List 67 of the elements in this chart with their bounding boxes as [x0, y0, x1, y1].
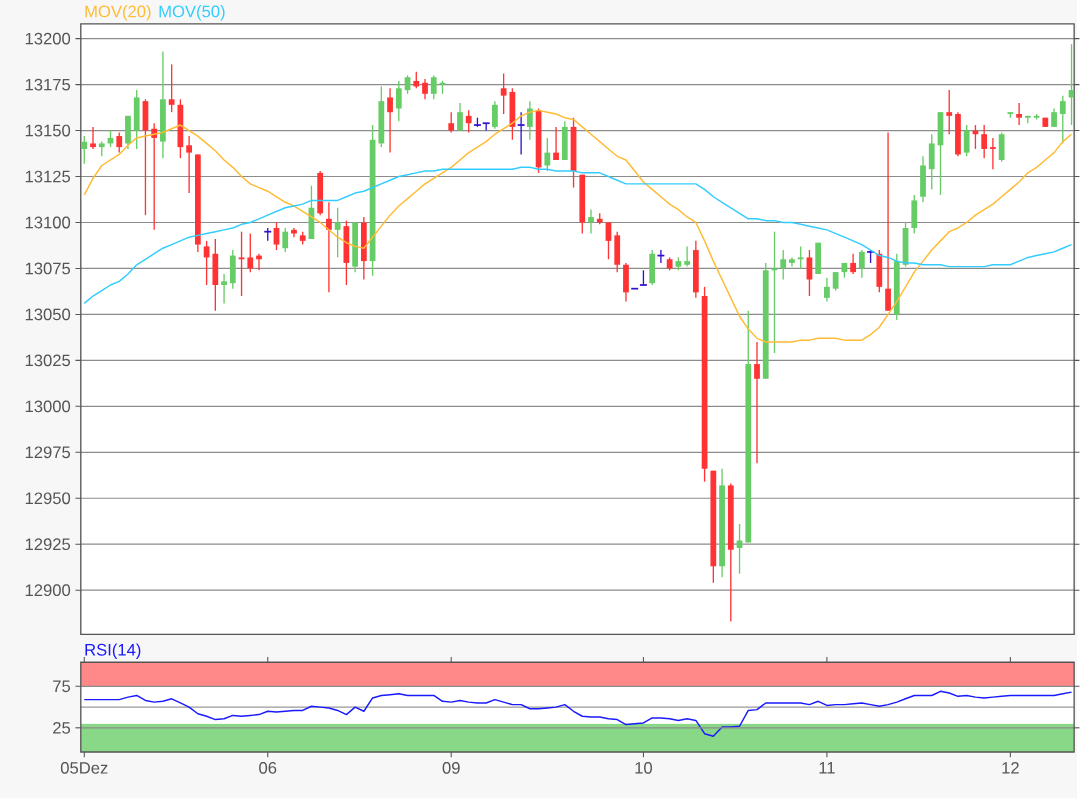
- y-tick-label: 75: [53, 680, 71, 693]
- text: RSI(14): [85, 643, 141, 659]
- y-tick-label: 12925: [25, 538, 71, 551]
- y-tick-label: 12900: [25, 584, 71, 597]
- y-tick-label: 13175: [25, 78, 71, 91]
- candlestick: [326, 201, 332, 294]
- y-tick-label: 13025: [25, 354, 71, 367]
- candlestick: [526, 100, 533, 141]
- text: MOV(20): [85, 5, 151, 21]
- y-tick-label: 13075: [25, 262, 71, 275]
- candlestick: [544, 137, 551, 172]
- candlestick: [116, 131, 123, 154]
- candlestick: [90, 126, 96, 150]
- candlestick: [186, 135, 193, 194]
- candlestick: [238, 231, 245, 297]
- candlestick: [824, 277, 830, 303]
- y-tick-label: 13050: [25, 308, 71, 321]
- y-tick-label: 13200: [25, 32, 71, 45]
- candlestick: [334, 207, 341, 259]
- candlestick: [754, 341, 760, 465]
- candlestick: [500, 72, 507, 115]
- text: MOV(50): [159, 5, 225, 21]
- candlestick: [168, 63, 175, 113]
- x-tick-label: 11: [819, 762, 835, 774]
- candlestick: [981, 124, 988, 159]
- x-tick-label: 06: [259, 762, 277, 774]
- candlestick: [605, 221, 612, 260]
- candlestick: [247, 232, 254, 273]
- candlestick: [858, 249, 865, 279]
- candlestick: [387, 87, 393, 154]
- candlestick: [684, 245, 690, 268]
- x-tick-label: 05Dez: [60, 762, 108, 774]
- y-tick-label: 13125: [25, 170, 71, 183]
- candlestick: [448, 111, 455, 134]
- candlestick: [465, 109, 472, 134]
- candlestick: [990, 137, 996, 170]
- candlestick: [963, 124, 970, 158]
- candlestick: [850, 253, 856, 275]
- candlestick: [789, 256, 795, 268]
- candlestick: [946, 89, 953, 135]
- candlestick: [492, 100, 498, 130]
- candlestick: [771, 231, 778, 354]
- candlestick: [282, 227, 289, 253]
- candlestick: [1051, 107, 1057, 128]
- candlestick: [430, 74, 437, 101]
- candlestick: [422, 78, 428, 101]
- y-tick-label: 13100: [25, 216, 71, 229]
- y-tick-label: 13000: [25, 400, 71, 413]
- candlestick: [1024, 115, 1031, 124]
- x-tick-label: 10: [635, 762, 653, 774]
- candlestick: [885, 131, 891, 312]
- candlestick: [221, 273, 227, 305]
- candlestick: [588, 209, 594, 235]
- candlestick: [457, 102, 463, 132]
- x-tick-label: 09: [442, 762, 460, 774]
- candlestick: [832, 271, 839, 292]
- candlestick: [553, 126, 559, 161]
- candlestick: [780, 249, 787, 281]
- y-tick-label: 12975: [25, 446, 71, 459]
- y-tick-label: 13150: [25, 124, 71, 137]
- candlestick: [81, 135, 88, 165]
- candlestick: [1016, 102, 1022, 126]
- y-tick-label: 12950: [25, 492, 71, 505]
- x-tick-label: 12: [1002, 762, 1019, 774]
- y-tick-label: 25: [53, 722, 71, 734]
- candlestick: [797, 245, 804, 270]
- candlestick: [395, 80, 402, 123]
